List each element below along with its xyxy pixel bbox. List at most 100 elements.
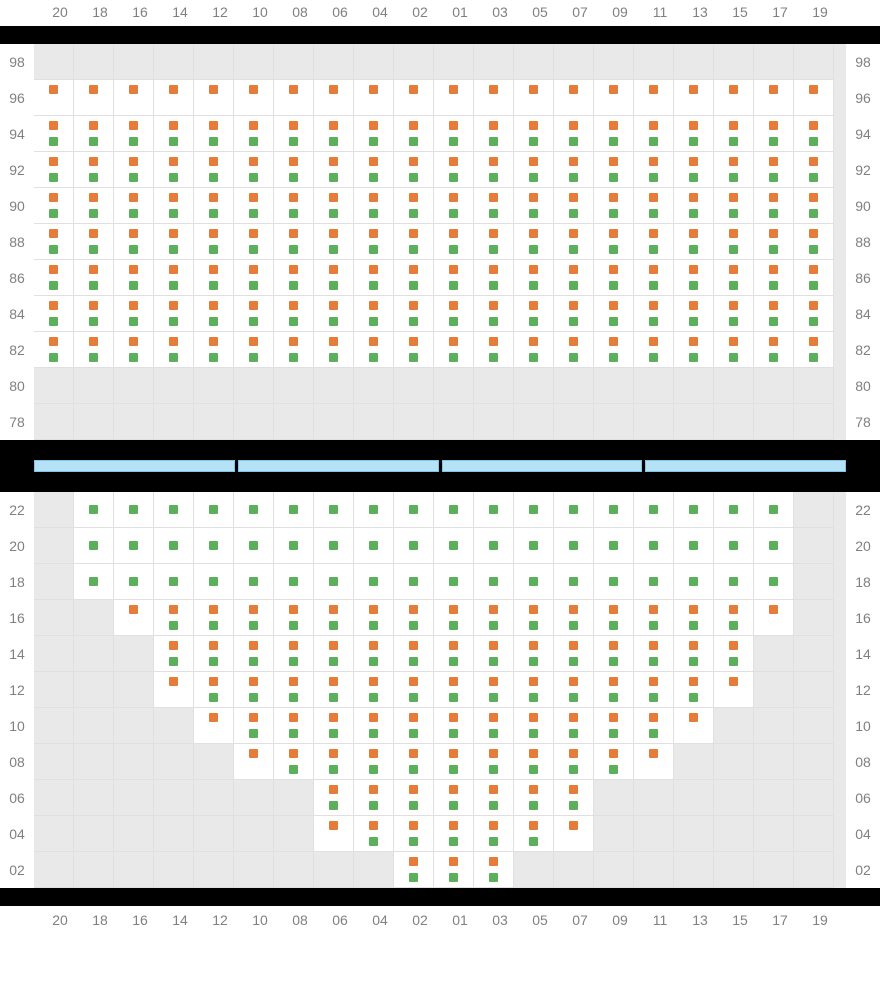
seat-marker[interactable] bbox=[329, 785, 338, 794]
seat-marker[interactable] bbox=[489, 265, 498, 274]
seat-marker[interactable] bbox=[129, 121, 138, 130]
seat-marker[interactable] bbox=[689, 209, 698, 218]
seat-marker[interactable] bbox=[649, 541, 658, 550]
seat-marker[interactable] bbox=[729, 173, 738, 182]
seat-marker[interactable] bbox=[529, 577, 538, 586]
seat-marker[interactable] bbox=[289, 173, 298, 182]
seat-marker[interactable] bbox=[329, 137, 338, 146]
seat-marker[interactable] bbox=[489, 137, 498, 146]
seat-marker[interactable] bbox=[689, 621, 698, 630]
seat-marker[interactable] bbox=[289, 229, 298, 238]
seat-marker[interactable] bbox=[409, 541, 418, 550]
seat-marker[interactable] bbox=[329, 693, 338, 702]
seat-marker[interactable] bbox=[249, 713, 258, 722]
seat-marker[interactable] bbox=[409, 873, 418, 882]
seat-marker[interactable] bbox=[809, 193, 818, 202]
seat-marker[interactable] bbox=[769, 505, 778, 514]
seat-marker[interactable] bbox=[609, 693, 618, 702]
seat-marker[interactable] bbox=[689, 337, 698, 346]
seat-marker[interactable] bbox=[329, 821, 338, 830]
seat-marker[interactable] bbox=[609, 641, 618, 650]
seat-marker[interactable] bbox=[289, 281, 298, 290]
seat-marker[interactable] bbox=[369, 749, 378, 758]
seat-marker[interactable] bbox=[569, 749, 578, 758]
seat-marker[interactable] bbox=[649, 749, 658, 758]
seat-marker[interactable] bbox=[769, 301, 778, 310]
seat-marker[interactable] bbox=[289, 209, 298, 218]
seat-marker[interactable] bbox=[569, 317, 578, 326]
seat-marker[interactable] bbox=[209, 505, 218, 514]
seat-marker[interactable] bbox=[489, 301, 498, 310]
seat-marker[interactable] bbox=[569, 281, 578, 290]
seat-marker[interactable] bbox=[249, 505, 258, 514]
seat-marker[interactable] bbox=[569, 693, 578, 702]
seat-marker[interactable] bbox=[769, 137, 778, 146]
seat-marker[interactable] bbox=[289, 693, 298, 702]
seat-marker[interactable] bbox=[249, 353, 258, 362]
seat-marker[interactable] bbox=[649, 693, 658, 702]
seat-marker[interactable] bbox=[529, 301, 538, 310]
seat-marker[interactable] bbox=[529, 713, 538, 722]
seat-marker[interactable] bbox=[249, 541, 258, 550]
seat-marker[interactable] bbox=[409, 785, 418, 794]
seat-marker[interactable] bbox=[769, 337, 778, 346]
seat-marker[interactable] bbox=[209, 657, 218, 666]
seat-marker[interactable] bbox=[209, 317, 218, 326]
seat-marker[interactable] bbox=[449, 641, 458, 650]
seat-marker[interactable] bbox=[409, 245, 418, 254]
seat-marker[interactable] bbox=[809, 85, 818, 94]
seat-marker[interactable] bbox=[689, 657, 698, 666]
seat-marker[interactable] bbox=[169, 245, 178, 254]
seat-marker[interactable] bbox=[89, 85, 98, 94]
seat-marker[interactable] bbox=[409, 693, 418, 702]
seat-marker[interactable] bbox=[409, 281, 418, 290]
seat-marker[interactable] bbox=[529, 785, 538, 794]
seat-marker[interactable] bbox=[649, 505, 658, 514]
seat-marker[interactable] bbox=[449, 693, 458, 702]
seat-marker[interactable] bbox=[569, 577, 578, 586]
seat-marker[interactable] bbox=[169, 657, 178, 666]
seat-marker[interactable] bbox=[369, 193, 378, 202]
seat-marker[interactable] bbox=[529, 821, 538, 830]
seat-marker[interactable] bbox=[569, 641, 578, 650]
seat-marker[interactable] bbox=[409, 677, 418, 686]
seat-marker[interactable] bbox=[489, 785, 498, 794]
seat-marker[interactable] bbox=[529, 317, 538, 326]
seat-marker[interactable] bbox=[689, 693, 698, 702]
seat-marker[interactable] bbox=[449, 265, 458, 274]
seat-marker[interactable] bbox=[249, 209, 258, 218]
seat-marker[interactable] bbox=[89, 157, 98, 166]
seat-marker[interactable] bbox=[369, 693, 378, 702]
seat-marker[interactable] bbox=[369, 577, 378, 586]
seat-marker[interactable] bbox=[489, 857, 498, 866]
seat-marker[interactable] bbox=[729, 337, 738, 346]
seat-marker[interactable] bbox=[529, 505, 538, 514]
seat-marker[interactable] bbox=[409, 301, 418, 310]
seat-marker[interactable] bbox=[649, 657, 658, 666]
seat-marker[interactable] bbox=[289, 301, 298, 310]
seat-marker[interactable] bbox=[329, 657, 338, 666]
seat-marker[interactable] bbox=[409, 749, 418, 758]
seat-marker[interactable] bbox=[169, 265, 178, 274]
seat-marker[interactable] bbox=[329, 121, 338, 130]
seat-marker[interactable] bbox=[529, 173, 538, 182]
seat-marker[interactable] bbox=[809, 209, 818, 218]
seat-marker[interactable] bbox=[169, 137, 178, 146]
seat-marker[interactable] bbox=[209, 301, 218, 310]
seat-marker[interactable] bbox=[289, 137, 298, 146]
seat-marker[interactable] bbox=[649, 301, 658, 310]
seat-marker[interactable] bbox=[569, 785, 578, 794]
seat-marker[interactable] bbox=[49, 281, 58, 290]
seat-marker[interactable] bbox=[489, 749, 498, 758]
seat-marker[interactable] bbox=[249, 677, 258, 686]
seat-marker[interactable] bbox=[249, 729, 258, 738]
seat-marker[interactable] bbox=[529, 229, 538, 238]
seat-marker[interactable] bbox=[569, 729, 578, 738]
seat-marker[interactable] bbox=[369, 837, 378, 846]
seat-marker[interactable] bbox=[409, 621, 418, 630]
seat-marker[interactable] bbox=[729, 265, 738, 274]
seat-marker[interactable] bbox=[529, 621, 538, 630]
seat-marker[interactable] bbox=[169, 317, 178, 326]
seat-marker[interactable] bbox=[209, 337, 218, 346]
seat-marker[interactable] bbox=[489, 317, 498, 326]
